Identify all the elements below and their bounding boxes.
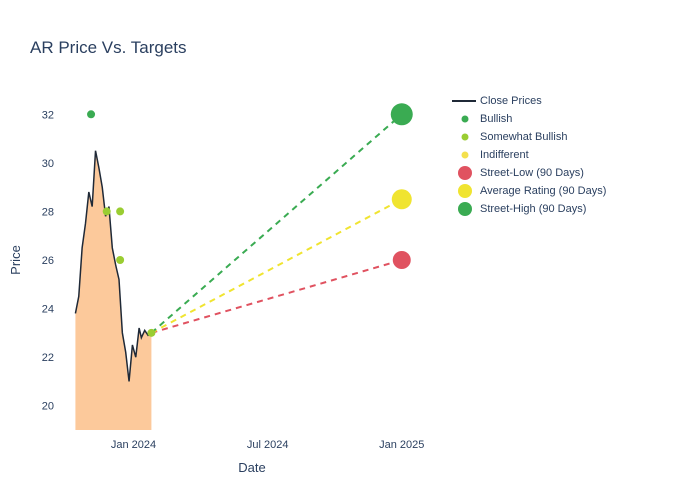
svg-text:24: 24	[42, 304, 54, 316]
x-axis-label: Date	[238, 460, 265, 475]
somewhat_bullish_dots-pt	[103, 207, 111, 215]
legend-item: Indifferent	[450, 146, 606, 164]
street_high-endpoint	[391, 103, 413, 125]
legend-symbol	[450, 164, 480, 182]
legend-item: Close Prices	[450, 92, 606, 110]
street_low-endpoint	[393, 251, 411, 269]
legend-symbol	[450, 110, 480, 128]
legend-symbol	[450, 146, 480, 164]
svg-text:30: 30	[42, 158, 54, 170]
svg-text:32: 32	[42, 109, 54, 121]
svg-text:20: 20	[42, 401, 54, 413]
chart-plot: 20 22 24 26 28 30 32 Jan 2024 Jul 2024 Jan 2025 Da…	[0, 0, 700, 500]
legend-label: Street-Low (90 Days)	[480, 167, 584, 179]
somewhat_bullish_dots-pt	[116, 207, 124, 215]
legend-item: Somewhat Bullish	[450, 128, 606, 146]
legend-symbol	[450, 92, 480, 110]
legend-label: Street-High (90 Days)	[480, 203, 586, 215]
legend-label: Average Rating (90 Days)	[480, 185, 606, 197]
street_high-line	[151, 114, 401, 333]
bullish_dots-pt	[87, 110, 95, 118]
somewhat_bullish_dots-pt	[116, 256, 124, 264]
legend-symbol	[450, 200, 480, 218]
svg-text:28: 28	[42, 206, 54, 218]
legend-symbol	[450, 182, 480, 200]
average_rating-line	[151, 199, 401, 333]
legend-label: Somewhat Bullish	[480, 131, 567, 143]
legend-item: Bullish	[450, 110, 606, 128]
legend-item: Street-High (90 Days)	[450, 200, 606, 218]
svg-text:Jan 2024: Jan 2024	[111, 439, 156, 451]
svg-text:Jan 2025: Jan 2025	[379, 439, 424, 451]
legend-label: Close Prices	[480, 95, 542, 107]
y-axis-label: Price	[8, 245, 23, 275]
legend-item: Street-Low (90 Days)	[450, 164, 606, 182]
street_low-line	[151, 260, 401, 333]
svg-text:22: 22	[42, 352, 54, 364]
legend-item: Average Rating (90 Days)	[450, 182, 606, 200]
chart-legend: Close Prices Bullish Somewhat Bullish Indif…	[450, 92, 606, 218]
svg-text:Jul 2024: Jul 2024	[247, 439, 289, 451]
svg-text:26: 26	[42, 255, 54, 267]
legend-symbol	[450, 128, 480, 146]
legend-label: Indifferent	[480, 149, 529, 161]
close-prices-area	[75, 151, 151, 430]
somewhat_bullish_dots-pt	[147, 329, 155, 337]
average_rating-endpoint	[392, 189, 412, 209]
legend-label: Bullish	[480, 113, 512, 125]
